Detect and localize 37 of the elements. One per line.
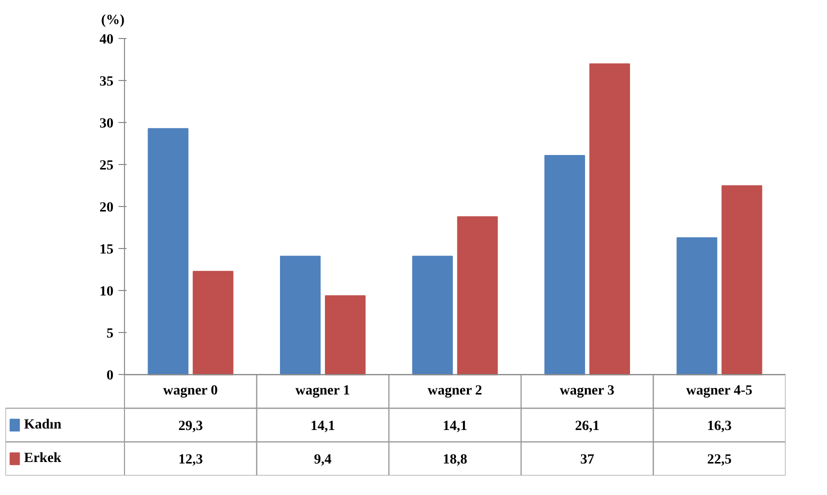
data-label: 12,3 [178, 452, 203, 468]
y-tick-label: 10 [99, 284, 114, 300]
y-tick-label: 35 [99, 74, 114, 90]
y-tick-label: 30 [99, 116, 114, 132]
legend-label: Kadın [24, 418, 62, 433]
data-label: 22,5 [707, 452, 732, 468]
data-label: 14,1 [442, 419, 468, 434]
data-label: 14,1 [310, 419, 336, 434]
bar [148, 128, 188, 376]
data-label: 26,1 [574, 419, 600, 434]
bar [192, 270, 234, 376]
y-tick-label: 15 [99, 242, 114, 258]
bar [722, 185, 762, 376]
x-tick-label: wagner 0 [163, 384, 218, 399]
data-label: 9,4 [314, 452, 332, 468]
y-tick-label: 25 [99, 158, 114, 174]
x-tick-label: wagner 4-5 [686, 384, 752, 399]
y-tick-label: 20 [99, 200, 114, 216]
y-tick-label: 5 [106, 326, 114, 342]
y-tick-label: 40 [99, 32, 114, 48]
data-label: 37 [580, 452, 594, 468]
data-label: 18,8 [442, 452, 468, 468]
legend-label: Erkek [24, 451, 62, 466]
x-tick-label: wagner 1 [295, 384, 350, 399]
bar [676, 237, 718, 376]
data-label: 29,3 [178, 419, 203, 434]
bar [457, 216, 498, 376]
bar [324, 295, 366, 376]
bar [589, 63, 630, 376]
bar [280, 256, 321, 376]
data-label: 16,3 [707, 419, 732, 434]
bar [544, 154, 586, 376]
bar [412, 256, 453, 376]
y-axis-title: (%) [101, 12, 125, 28]
x-tick-label: wagner 3 [560, 384, 614, 399]
y-tick-label: 0 [106, 368, 114, 384]
x-tick-label: wagner 2 [428, 384, 482, 399]
